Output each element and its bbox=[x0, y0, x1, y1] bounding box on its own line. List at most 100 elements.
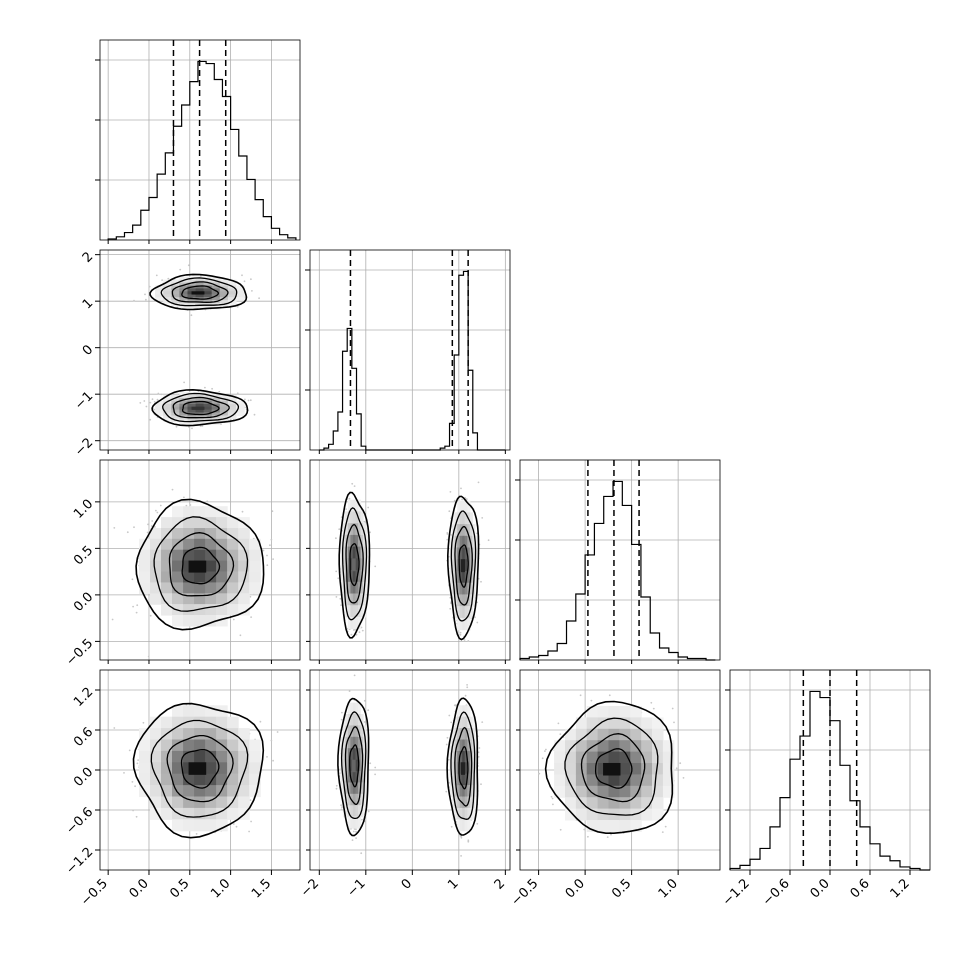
density-cell bbox=[155, 291, 164, 295]
density-cell bbox=[358, 616, 362, 630]
density-cell bbox=[355, 534, 359, 548]
density-cell bbox=[203, 288, 213, 292]
density-cell bbox=[171, 282, 180, 286]
density-cell bbox=[227, 716, 239, 729]
contour-line bbox=[153, 516, 249, 612]
density-cell bbox=[342, 511, 346, 524]
density-cell bbox=[365, 581, 369, 595]
density-cell bbox=[205, 582, 217, 594]
density-cell bbox=[194, 705, 206, 718]
density-cell bbox=[219, 415, 229, 419]
density-cell bbox=[216, 773, 228, 786]
contour-line bbox=[180, 748, 220, 789]
density-cell bbox=[227, 282, 237, 286]
density-cell bbox=[183, 819, 195, 832]
density-cell bbox=[355, 546, 359, 559]
scatter-point bbox=[481, 517, 484, 519]
density-cell bbox=[360, 534, 364, 548]
density-cell bbox=[452, 547, 456, 560]
density-cell bbox=[227, 297, 237, 301]
scatter-point bbox=[335, 537, 337, 540]
density-cell bbox=[352, 546, 356, 559]
density-cell bbox=[183, 517, 195, 529]
density-cell bbox=[216, 571, 228, 583]
density-cell bbox=[183, 582, 195, 594]
density-cell bbox=[352, 593, 356, 606]
scatter-point bbox=[241, 274, 243, 277]
scatter-point bbox=[351, 839, 354, 841]
density-cell bbox=[219, 291, 229, 295]
contour-line bbox=[160, 277, 238, 307]
density-cell bbox=[249, 773, 261, 786]
contour-line bbox=[446, 495, 480, 641]
contour-line bbox=[181, 546, 221, 585]
density-cell bbox=[161, 716, 173, 729]
density-cell bbox=[183, 716, 195, 729]
density-cell bbox=[203, 392, 213, 396]
scatter-point bbox=[155, 509, 157, 512]
density-cell bbox=[155, 403, 164, 408]
density-cell bbox=[236, 291, 245, 295]
scatter-point bbox=[459, 631, 462, 634]
scatter-point bbox=[151, 520, 154, 522]
scatter-point bbox=[145, 298, 147, 301]
density-cell bbox=[462, 500, 466, 513]
scatter-point bbox=[474, 616, 476, 619]
scatter-point bbox=[135, 815, 138, 818]
scatter-point bbox=[250, 820, 253, 823]
density-cell bbox=[163, 288, 172, 292]
density-cell bbox=[352, 581, 356, 595]
contour-line bbox=[150, 719, 249, 818]
scatter-point bbox=[269, 544, 271, 547]
scatter-point bbox=[341, 711, 343, 714]
scatter-point bbox=[369, 762, 372, 765]
density-cell bbox=[194, 739, 206, 752]
density-cell bbox=[171, 415, 180, 419]
density-cell bbox=[227, 796, 239, 809]
density-cell bbox=[183, 705, 195, 718]
density-cell bbox=[462, 524, 466, 537]
density-peak bbox=[191, 406, 205, 410]
density-cell bbox=[216, 538, 228, 551]
density-cell bbox=[171, 395, 180, 399]
density-cell bbox=[457, 582, 461, 595]
density-cell bbox=[195, 418, 205, 422]
joint-panel-0-3 bbox=[113, 702, 279, 839]
scatter-point bbox=[190, 314, 193, 317]
density-cell bbox=[452, 571, 456, 584]
density-cell bbox=[163, 294, 172, 298]
density-cell bbox=[205, 819, 217, 832]
scatter-point bbox=[149, 614, 152, 617]
density-cell bbox=[249, 582, 261, 594]
density-peak bbox=[191, 291, 205, 295]
density-cell bbox=[179, 276, 189, 281]
scatter-point bbox=[249, 399, 252, 402]
density-cell bbox=[464, 582, 468, 595]
density-cell bbox=[211, 291, 221, 295]
density-cell bbox=[205, 807, 217, 820]
scatter-point bbox=[249, 799, 252, 802]
scatter-point bbox=[211, 387, 214, 390]
contour-line bbox=[349, 543, 360, 587]
density-cell bbox=[195, 282, 205, 286]
density-cell bbox=[238, 528, 250, 540]
density-cell bbox=[163, 397, 172, 402]
density-cell bbox=[227, 288, 237, 292]
density-cell bbox=[227, 571, 239, 583]
density-cell bbox=[469, 559, 473, 572]
density-cell bbox=[171, 403, 180, 408]
density-cell bbox=[360, 558, 364, 571]
density-cell bbox=[347, 570, 351, 583]
density-cell bbox=[150, 773, 162, 786]
density-cell bbox=[216, 796, 228, 809]
contour-line bbox=[454, 526, 473, 606]
density-cell bbox=[467, 535, 471, 549]
density-cell bbox=[350, 534, 354, 548]
scatter-point bbox=[179, 268, 182, 271]
density-cell bbox=[172, 538, 184, 551]
scatter-point bbox=[374, 773, 376, 776]
density-cell bbox=[172, 819, 184, 832]
contour-line bbox=[181, 400, 220, 416]
density-cell bbox=[345, 546, 349, 559]
density-cell bbox=[216, 593, 228, 605]
